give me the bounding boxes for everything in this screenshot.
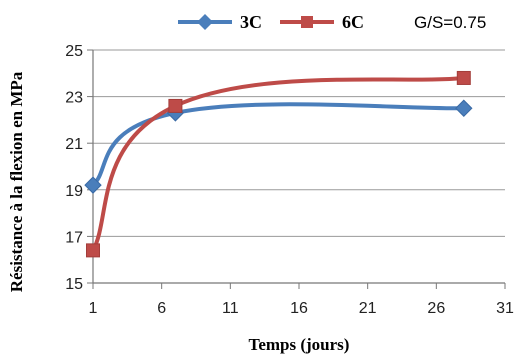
y-tick-labels: 15 17 19 21 23 25 <box>65 43 83 293</box>
series-line-3c <box>91 102 466 188</box>
y-tick-label-19: 19 <box>65 183 83 200</box>
y-tick-label-25: 25 <box>65 43 83 60</box>
legend: 3C 6C <box>178 12 364 32</box>
point-3c-28 <box>455 99 473 117</box>
y-tick-label-23: 23 <box>65 90 83 107</box>
x-tick-label-31: 31 <box>496 300 514 317</box>
axes <box>87 49 506 289</box>
y-tick-label-21: 21 <box>65 136 83 153</box>
series-line-6c <box>91 75 466 253</box>
point-6c-1 <box>86 243 100 258</box>
x-tick-label-16: 16 <box>290 300 308 317</box>
series-6c <box>86 70 471 258</box>
ratio-annotation: G/S=0.75 <box>414 13 486 32</box>
legend-label-6c: 6C <box>342 12 364 32</box>
x-tick-label-21: 21 <box>359 300 377 317</box>
x-axis-title: Temps (jours) <box>249 335 350 354</box>
x-tick-label-11: 11 <box>222 300 239 317</box>
legend-marker-3c <box>197 14 213 30</box>
x-tick-labels: 1 6 11 16 21 26 31 <box>89 300 514 317</box>
y-tick-label-15: 15 <box>65 276 83 293</box>
series-layer <box>84 70 473 258</box>
point-6c-28 <box>456 70 471 85</box>
series-3c <box>84 99 473 194</box>
x-tick-label-1: 1 <box>89 300 98 317</box>
x-tick-label-26: 26 <box>427 300 445 317</box>
y-axis-title: Résistance à la flexion en MPa <box>7 71 26 292</box>
point-6c-7 <box>168 98 183 113</box>
gridlines <box>93 49 505 237</box>
legend-marker-6c <box>301 16 313 28</box>
x-tick-label-6: 6 <box>157 300 166 317</box>
point-3c-1 <box>84 176 102 194</box>
legend-item-6c: 6C <box>280 12 364 32</box>
y-tick-label-17: 17 <box>65 229 83 246</box>
legend-item-3c: 3C <box>178 12 262 32</box>
legend-label-3c: 3C <box>240 12 262 32</box>
